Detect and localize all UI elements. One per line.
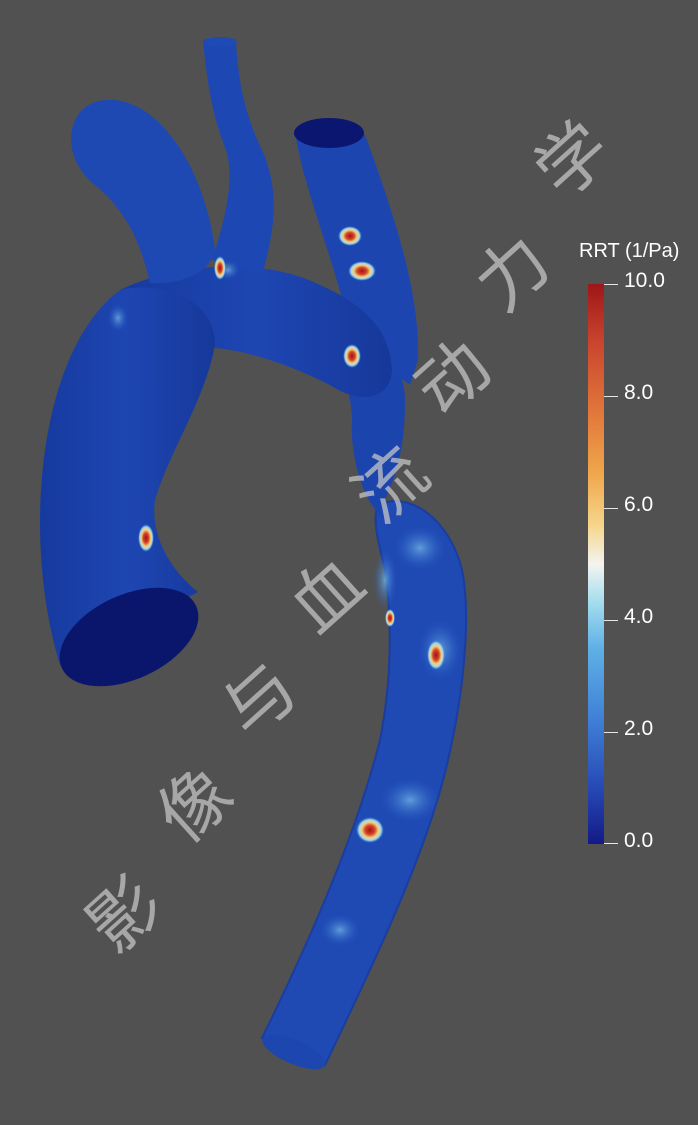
brachiocephalic-artery: [71, 99, 215, 284]
colorbar-tick: [604, 843, 618, 844]
colorbar-tick: [604, 508, 618, 509]
aortic-root-opening: [59, 587, 199, 687]
descending-outlet: [262, 1034, 326, 1070]
colorbar-title: RRT (1/Pa): [579, 240, 680, 262]
colorbar-tick-label: 6.0: [624, 493, 654, 516]
colorbar-tick: [604, 620, 618, 621]
colorbar-tick-label: 10.0: [624, 269, 665, 292]
colorbar-tick-label: 0.0: [624, 829, 654, 852]
high-rrt-hotspots: [138, 226, 445, 843]
left-carotid-outlet: [203, 37, 237, 47]
left-subclavian-artery: [296, 135, 419, 385]
colorbar-tick: [604, 284, 618, 285]
left-carotid-artery: [203, 40, 274, 275]
colorbar-gradient: [588, 284, 604, 844]
colorbar-tick-label: 2.0: [624, 717, 654, 740]
colorbar-tick: [604, 396, 618, 397]
colorbar-tick-label: 4.0: [624, 605, 654, 628]
colorbar-tick: [604, 732, 618, 733]
left-subclavian-outlet: [294, 118, 364, 148]
colorbar-tick-label: 8.0: [624, 381, 654, 404]
ascending-aorta: [40, 287, 215, 665]
